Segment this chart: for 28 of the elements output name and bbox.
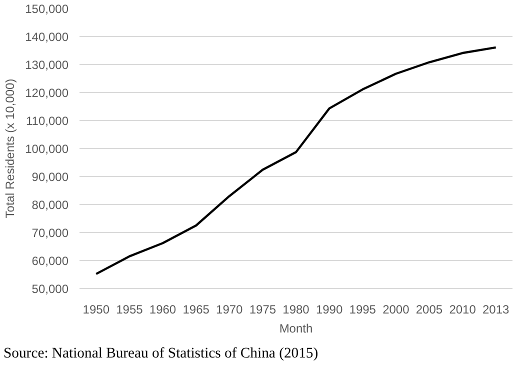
x-tick-label: 1995 [349,302,376,316]
y-tick-label: 70,000 [32,226,69,240]
source-note: Source: National Bureau of Statistics of China (2015) [4,346,318,362]
x-tick-label: 2000 [382,302,410,316]
y-tick-label: 100,000 [25,142,69,156]
y-tick-label: 130,000 [25,58,69,72]
x-tick-label: 1975 [249,302,276,316]
y-tick-label: 60,000 [32,254,69,268]
line-series [95,46,497,276]
x-tick-label: 1980 [282,302,310,316]
y-axis-title: Total Residents (x 10,000) [3,78,18,218]
x-tick-label: 1960 [149,302,176,316]
y-tick-label: 50,000 [32,282,69,296]
y-tick-label: 110,000 [26,114,69,128]
x-tick-label: 2005 [416,302,443,316]
y-tick-label: 90,000 [32,170,69,184]
x-tick-label: 1990 [316,302,343,316]
x-tick-label: 1950 [82,302,110,316]
y-tick-label: 120,000 [25,86,69,100]
x-axis-title: Month [279,322,313,336]
y-tick-label: 140,000 [25,30,69,44]
x-tick-label: 1965 [182,302,210,316]
x-tick-label: 2013 [482,302,510,316]
x-tick-label: 2010 [449,302,476,316]
y-tick-label: 80,000 [32,198,69,212]
x-tick-label: 1955 [116,302,144,316]
y-tick-label: 150,000 [25,2,69,16]
x-tick-label: 1970 [216,302,244,316]
